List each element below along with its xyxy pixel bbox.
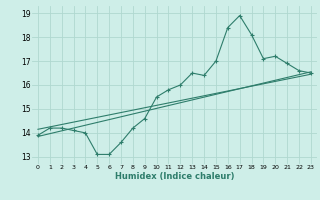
X-axis label: Humidex (Indice chaleur): Humidex (Indice chaleur) — [115, 172, 234, 181]
